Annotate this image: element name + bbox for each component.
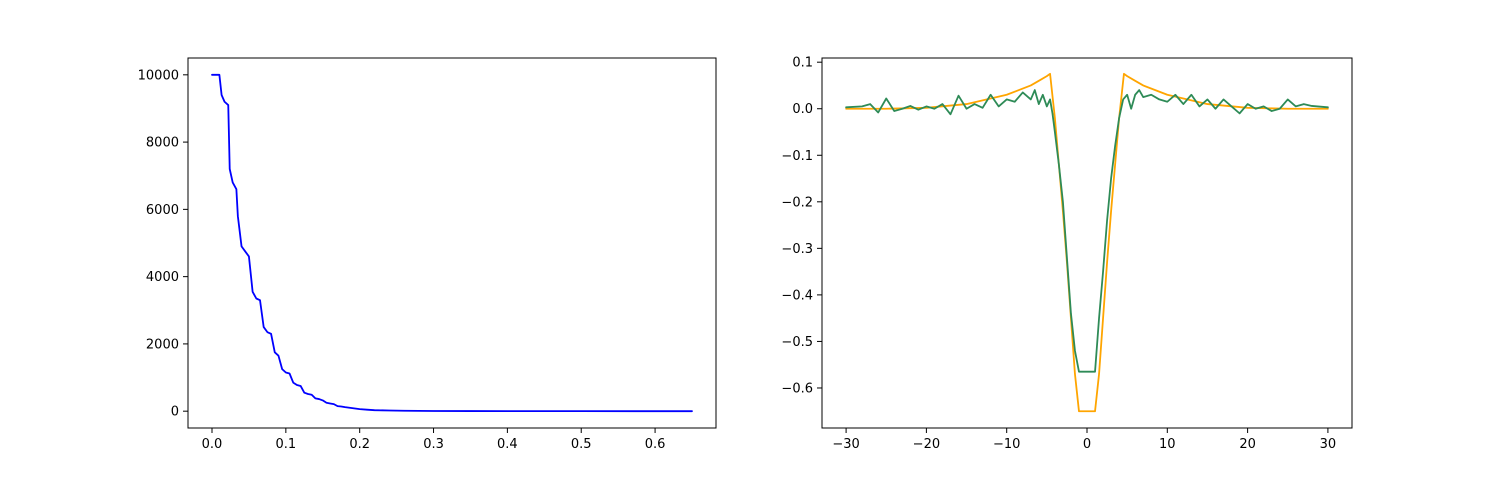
- y-tick-label: −0.4: [781, 288, 813, 303]
- x-tick-label: 0.2: [349, 437, 370, 452]
- y-tick-label: 0.0: [792, 102, 813, 117]
- x-tick-label: 20: [1239, 437, 1256, 452]
- x-tick-label: 30: [1320, 437, 1337, 452]
- y-tick-label: 2000: [146, 337, 179, 352]
- series-line-0: [845, 72, 1329, 413]
- x-tick-label: −30: [832, 437, 859, 452]
- series-line-0: [211, 73, 693, 413]
- x-tick-label: 0.4: [497, 437, 518, 452]
- series-line-1: [845, 89, 1329, 373]
- x-tick-label: 10: [1159, 437, 1176, 452]
- y-tick-label: −0.3: [781, 242, 813, 257]
- axes-frame: [187, 57, 717, 429]
- left-chart: 0.0 0.1 0.2 0.3 0.4 0.5 0.6 0 2000 4000 6000 8000 10…: [138, 57, 717, 452]
- y-tick-label: 6000: [146, 203, 179, 218]
- right-chart: −30 −20 −10 0 10 20 30 0.1 0.0 −0.1 −0.2 −0.3 −0.4 −0…: [781, 56, 1353, 452]
- x-tick-label: 0: [1083, 437, 1091, 452]
- x-tick-label: 0.6: [645, 437, 666, 452]
- x-tick-label: 0.0: [202, 437, 223, 452]
- series-group: [845, 72, 1329, 413]
- x-tick-label: −10: [993, 437, 1020, 452]
- y-tick-label: −0.6: [781, 381, 813, 396]
- y-tick-label: 8000: [146, 136, 179, 151]
- y-tick-label: −0.2: [781, 195, 813, 210]
- x-tick-label: 0.1: [276, 437, 297, 452]
- series-group: [211, 73, 693, 413]
- x-tick-label: 0.3: [423, 437, 444, 452]
- y-tick-label: 0: [171, 405, 179, 420]
- y-tick-label: 4000: [146, 270, 179, 285]
- y-tick-label: 10000: [138, 68, 179, 83]
- y-tick-label: −0.5: [781, 335, 813, 350]
- x-tick-label: −20: [913, 437, 940, 452]
- x-tick-label: 0.5: [571, 437, 592, 452]
- y-tick-label: −0.1: [781, 149, 813, 164]
- y-tick-label: 0.1: [792, 56, 813, 71]
